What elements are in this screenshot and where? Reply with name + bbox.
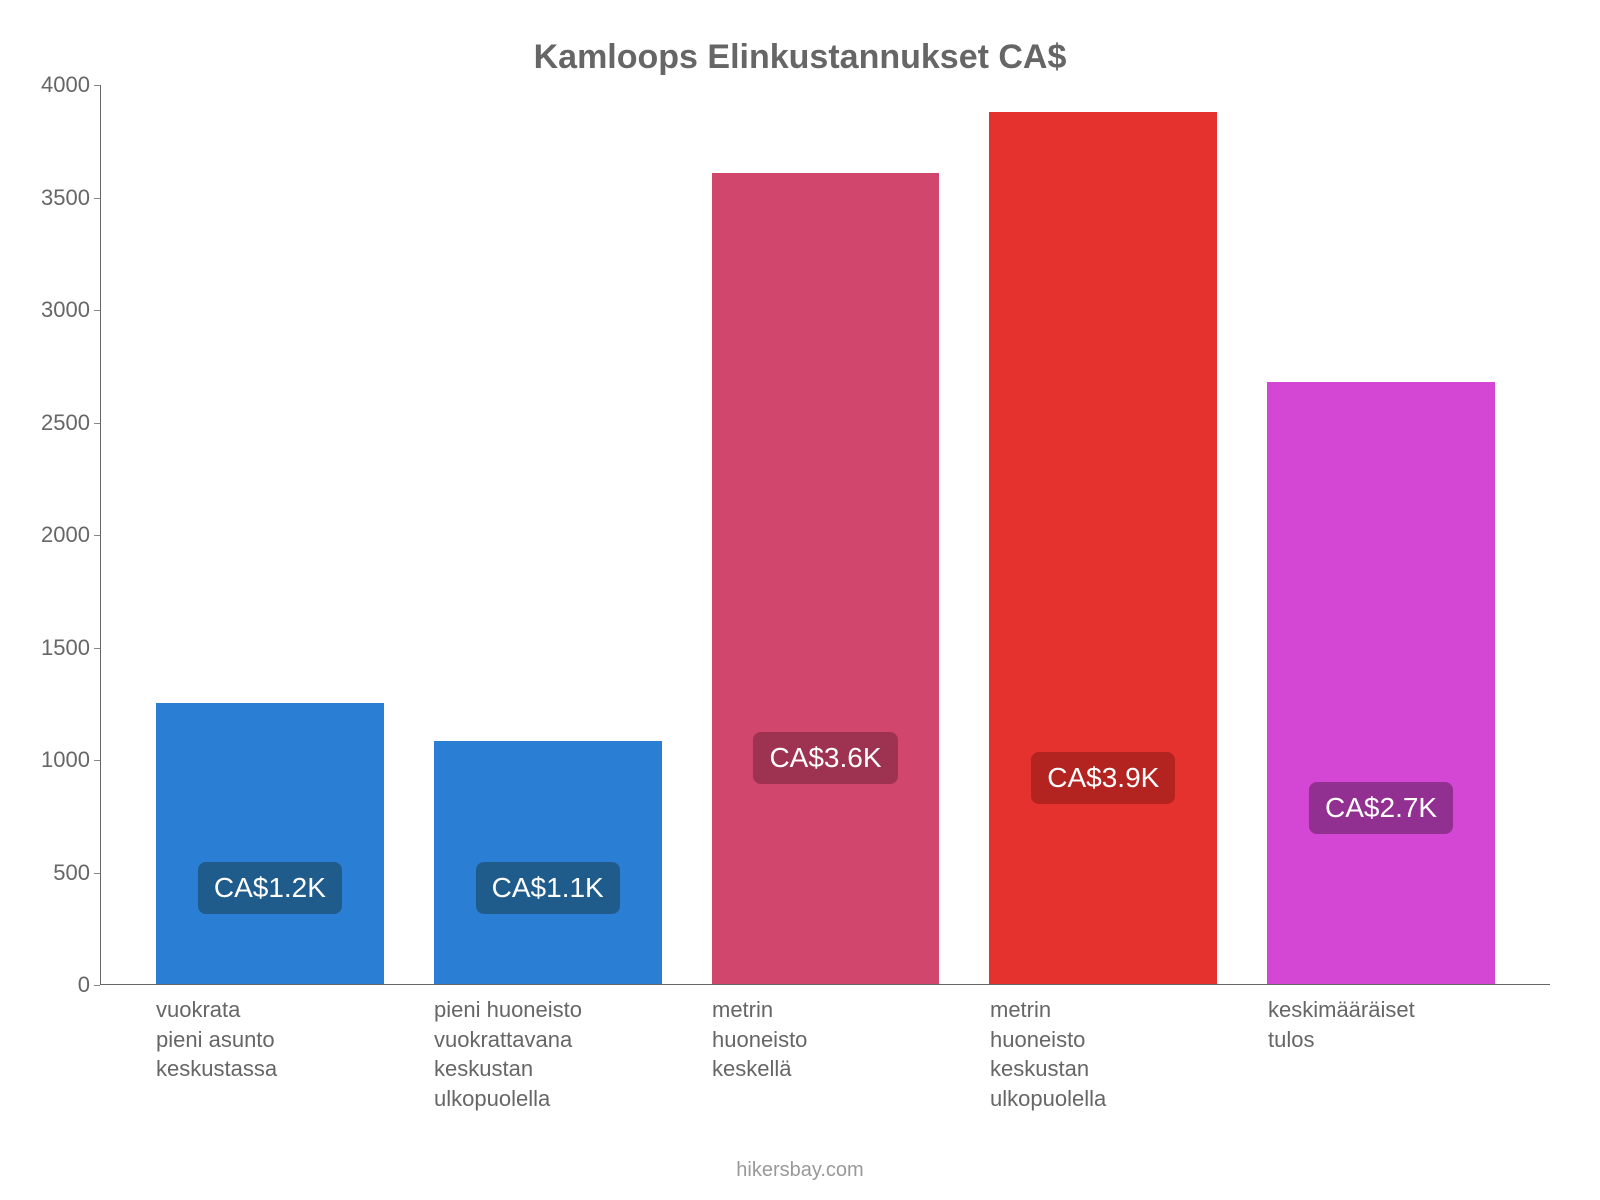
x-axis-label: metrin huoneisto keskustan ulkopuolella (990, 995, 1106, 1114)
y-tick (94, 85, 100, 86)
bar-value-badge: CA$1.2K (198, 862, 342, 914)
x-label-slot: keskimääräiset tulos (1242, 995, 1520, 1114)
x-axis-label: vuokrata pieni asunto keskustassa (156, 995, 277, 1114)
plot-area: CA$1.2K CA$1.1K CA$3.6K CA$3.9K CA$2.7K (100, 85, 1550, 985)
y-tick (94, 760, 100, 761)
bar: CA$1.2K (156, 703, 384, 984)
y-tick (94, 648, 100, 649)
chart-container: Kamloops Elinkustannukset CA$ CA$1.2KCA$… (0, 0, 1600, 1200)
x-label-slot: pieni huoneisto vuokrattavana keskustan … (408, 995, 686, 1114)
y-tick-label: 0 (10, 972, 90, 998)
y-tick-label: 1500 (10, 635, 90, 661)
bar-slot: CA$1.2K (131, 85, 409, 984)
x-label-slot: vuokrata pieni asunto keskustassa (130, 995, 408, 1114)
x-label-slot: metrin huoneisto keskustan ulkopuolella (964, 995, 1242, 1114)
y-tick (94, 198, 100, 199)
source-attribution: hikersbay.com (0, 1159, 1600, 1182)
bar: CA$3.9K (989, 112, 1217, 984)
bar: CA$1.1K (434, 741, 662, 984)
bar-value-badge: CA$3.9K (1031, 752, 1175, 804)
y-tick-label: 1000 (10, 747, 90, 773)
y-tick-label: 4000 (10, 72, 90, 98)
bars-group: CA$1.2K CA$1.1K CA$3.6K CA$3.9K CA$2.7K (101, 85, 1550, 984)
bar-slot: CA$1.1K (409, 85, 687, 984)
bar: CA$3.6K (712, 173, 940, 984)
y-tick (94, 985, 100, 986)
bar-value-badge: CA$1.1K (476, 862, 620, 914)
x-axis-label: metrin huoneisto keskellä (712, 995, 807, 1114)
y-tick-label: 3000 (10, 297, 90, 323)
bar-slot: CA$2.7K (1242, 85, 1520, 984)
x-axis-label: pieni huoneisto vuokrattavana keskustan … (434, 995, 582, 1114)
y-tick (94, 535, 100, 536)
bar: CA$2.7K (1267, 382, 1495, 984)
y-tick-label: 2500 (10, 410, 90, 436)
bar-slot: CA$3.9K (964, 85, 1242, 984)
y-tick-label: 2000 (10, 522, 90, 548)
y-tick (94, 873, 100, 874)
y-tick (94, 310, 100, 311)
y-tick (94, 423, 100, 424)
x-axis-label: keskimääräiset tulos (1268, 995, 1415, 1114)
bar-value-badge: CA$3.6K (753, 732, 897, 784)
bar-value-badge: CA$2.7K (1309, 782, 1453, 834)
y-tick-label: 500 (10, 860, 90, 886)
bar-slot: CA$3.6K (687, 85, 965, 984)
x-axis-labels: vuokrata pieni asunto keskustassa pieni h… (100, 995, 1550, 1114)
y-tick-label: 3500 (10, 185, 90, 211)
x-label-slot: metrin huoneisto keskellä (686, 995, 964, 1114)
chart-title: Kamloops Elinkustannukset CA$ (40, 38, 1560, 77)
